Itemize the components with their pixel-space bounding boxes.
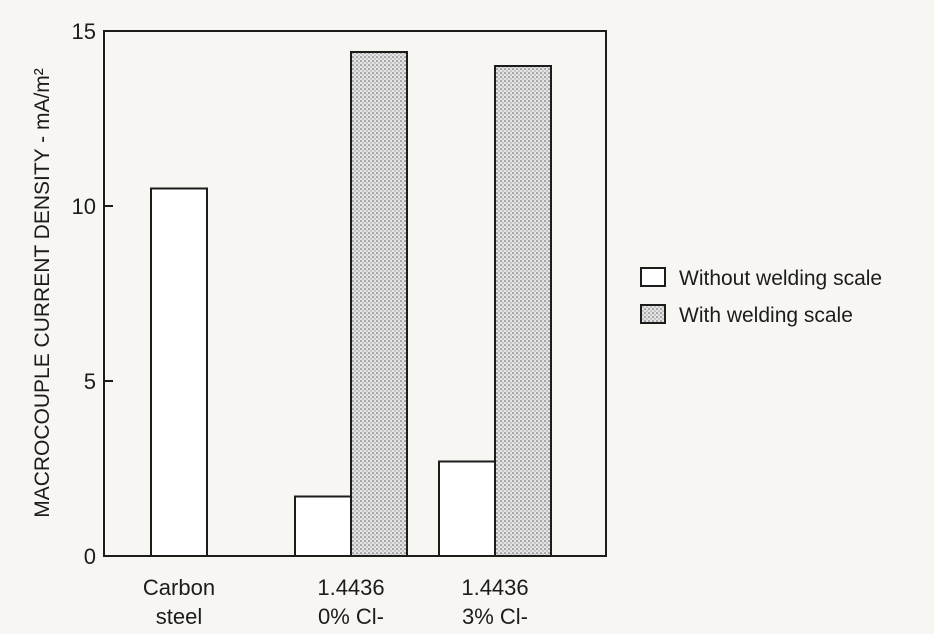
y-tick-label: 10 bbox=[72, 194, 96, 219]
legend: Without welding scale With welding scale bbox=[640, 267, 882, 327]
plot-area: 0 5 10 15 Carbon steel 1.4436 0% Cl- 1.4436 3% Cl… bbox=[72, 19, 607, 629]
legend-swatch-without-scale bbox=[640, 267, 666, 287]
y-tick-label: 0 bbox=[84, 544, 96, 569]
bar-without-scale bbox=[294, 495, 352, 557]
x-category-label: 1.4436 bbox=[461, 575, 528, 600]
bar-with-scale bbox=[350, 51, 408, 557]
x-category-label: 0% Cl- bbox=[318, 604, 384, 629]
bar-without-scale bbox=[150, 187, 208, 557]
y-tick-label: 5 bbox=[84, 369, 96, 394]
x-category-label: Carbon bbox=[143, 575, 215, 600]
y-tick-label: 15 bbox=[72, 19, 96, 44]
legend-swatch-with-scale bbox=[640, 304, 666, 324]
legend-entry-label: With welding scale bbox=[679, 304, 853, 327]
y-axis-label: MACROCOUPLE CURRENT DENSITY - mA/m² bbox=[31, 68, 54, 518]
bar-without-scale bbox=[438, 460, 496, 557]
bar-with-scale bbox=[494, 65, 552, 557]
legend-entry-label: Without welding scale bbox=[679, 267, 882, 290]
x-category-label: 3% Cl- bbox=[462, 604, 528, 629]
x-category-label: 1.4436 bbox=[317, 575, 384, 600]
x-category-label: steel bbox=[156, 604, 202, 629]
